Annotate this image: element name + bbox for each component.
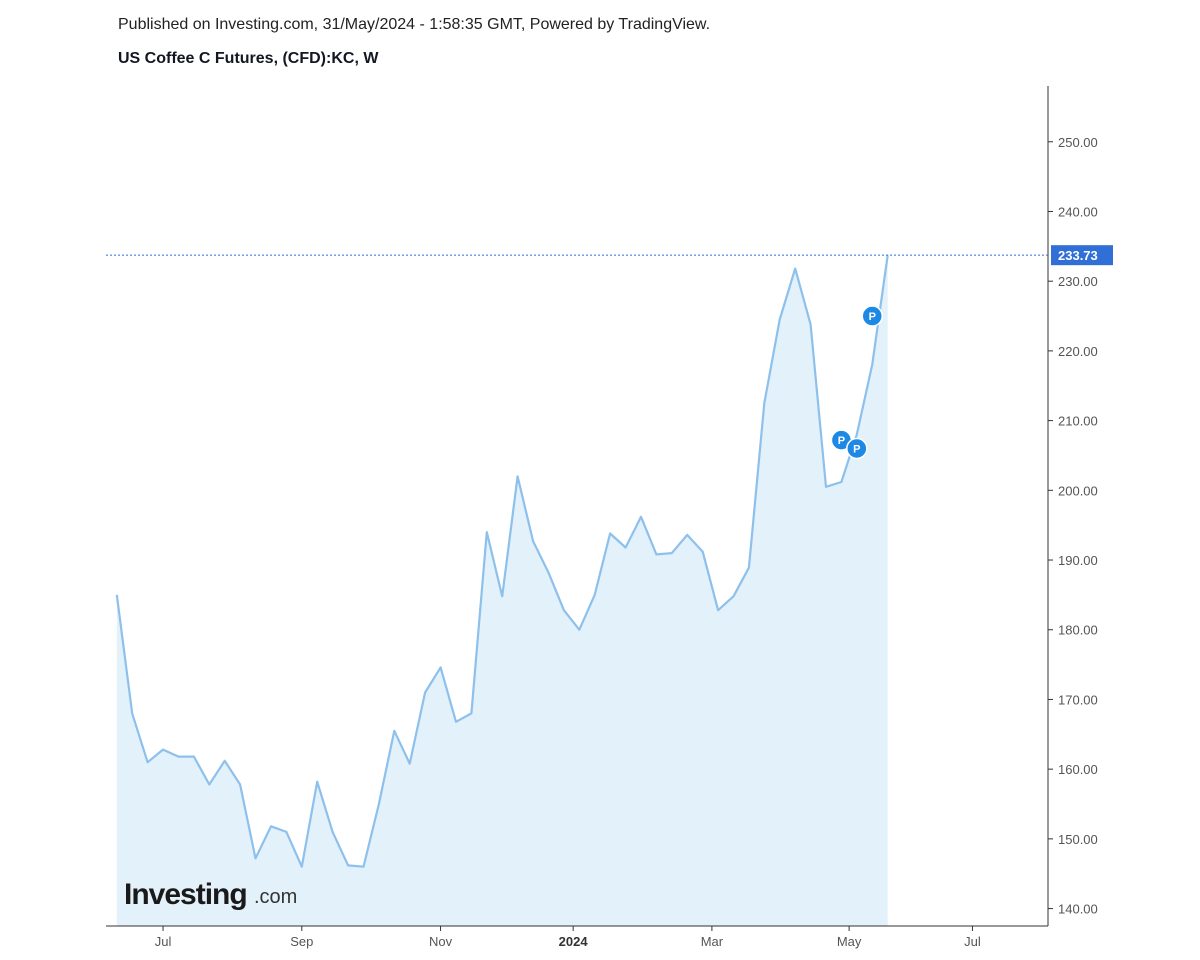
y-tick-label: 160.00 [1058,762,1098,777]
watermark-brand: Investing [124,878,247,911]
x-tick-label: May [837,934,862,949]
event-marker[interactable]: P [846,437,868,460]
x-tick-label: Jul [155,934,172,949]
watermark-suffix: .com [254,886,297,908]
y-tick-label: 200.00 [1058,483,1098,498]
x-tick-label: Jul [964,934,981,949]
marker-layer: PPP [830,305,883,460]
area-layer [116,255,888,926]
y-tick-layer: 140.00 150.00 160.00 170.00 180.00 190.00 200.… [1048,135,1098,917]
last-price-layer: 233.73 [106,245,1113,266]
price-line [115,255,889,868]
event-marker-label: P [853,443,860,455]
axis-layer [106,86,1049,927]
chart-symbol-title: US Coffee C Futures, (CFD):KC, W [118,50,379,67]
x-tick-label: Nov [429,934,453,949]
y-tick-label: 170.00 [1058,692,1098,707]
y-tick-label: 210.00 [1058,414,1098,429]
event-marker-circle [861,305,883,327]
y-tick-label: 180.00 [1058,623,1098,638]
last-price-badge [1051,245,1113,266]
event-marker-label: P [838,435,845,447]
event-marker-circle [846,437,868,460]
published-caption: Published on Investing.com, 31/May/2024 … [118,16,711,33]
line-layer [115,255,889,868]
price-area [116,255,888,926]
investing-watermark: Investing .com [124,878,297,911]
y-tick-label: 240.00 [1058,204,1098,219]
x-tick-label: 2024 [559,934,589,949]
event-marker-label: P [869,311,876,323]
x-tick-label: Mar [701,934,724,949]
y-tick-label: 250.00 [1058,135,1098,150]
x-tick-layer: Jul Sep Nov 2024 Mar May Jul [155,926,981,949]
y-tick-label: 190.00 [1058,553,1098,568]
y-tick-label: 140.00 [1058,902,1098,917]
y-tick-label: 230.00 [1058,274,1098,289]
event-marker[interactable]: P [861,305,883,327]
x-tick-label: Sep [290,934,313,949]
last-price-label: 233.73 [1058,248,1098,263]
y-tick-label: 220.00 [1058,344,1098,359]
y-tick-label: 150.00 [1058,832,1098,847]
